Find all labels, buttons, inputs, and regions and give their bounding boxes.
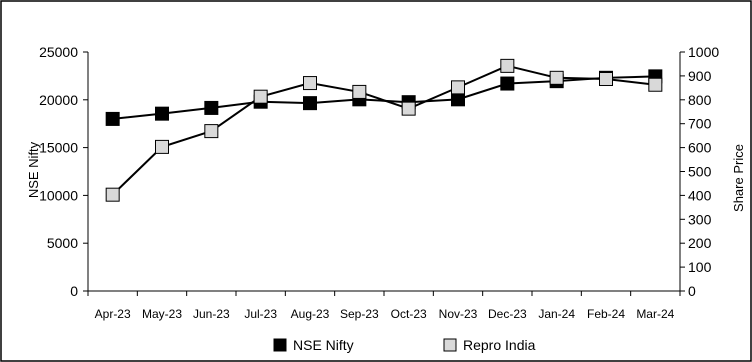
- x-tick-label: Jul-23: [244, 307, 277, 321]
- y-right-tick-label: 1000: [688, 44, 719, 60]
- legend-swatch-repro-india: [443, 338, 457, 352]
- data-point-nse-nifty: [500, 76, 515, 91]
- y-right-tick-label: 300: [688, 211, 712, 227]
- x-tick-label: Mar-24: [636, 307, 674, 321]
- data-point-nse-nifty: [155, 106, 169, 121]
- data-point-repro-india: [253, 89, 268, 104]
- data-point-nse-nifty: [451, 92, 465, 107]
- data-point-repro-india: [648, 77, 663, 92]
- series-line-repro-india: [111, 64, 656, 196]
- y-left-tick-label: 0: [70, 283, 78, 299]
- data-point-repro-india: [599, 72, 613, 87]
- x-tick-label: Apr-23: [95, 307, 131, 321]
- axes: [83, 51, 685, 296]
- x-tick-label: Sep-23: [340, 307, 379, 321]
- y-left-tick-label: 25000: [39, 44, 78, 60]
- x-tick-label: Jun-23: [193, 307, 230, 321]
- x-tick-label: May-23: [142, 307, 182, 321]
- data-point-repro-india: [451, 80, 465, 95]
- data-point-repro-india: [303, 76, 317, 91]
- y-left-tick-label: 5000: [47, 235, 78, 251]
- data-point-nse-nifty: [105, 111, 120, 126]
- legend-label-repro-india: Repro India: [463, 337, 536, 353]
- y-left-tick-label: 10000: [39, 187, 78, 203]
- data-point-nse-nifty: [204, 100, 219, 115]
- y-right-tick-label: 200: [688, 235, 712, 251]
- x-tick-label: Oct-23: [391, 307, 427, 321]
- y-right-tick-labels: 0 100 200 300 400 500 600 700 800 900 1000: [688, 44, 719, 299]
- data-point-repro-india: [401, 101, 416, 116]
- y-right-tick-label: 800: [688, 92, 712, 108]
- x-tick-label: Jan-24: [538, 307, 575, 321]
- data-point-repro-india: [155, 139, 169, 154]
- y-right-tick-label: 400: [688, 187, 712, 203]
- data-point-repro-india: [204, 124, 219, 139]
- data-point-repro-india: [549, 70, 564, 85]
- series-markers: [105, 58, 663, 202]
- y-right-tick-label: 500: [688, 164, 712, 180]
- y-right-axis-title: Share Price: [731, 144, 746, 212]
- x-tick-label: Aug-23: [291, 307, 330, 321]
- y-right-tick-label: 700: [688, 116, 712, 132]
- data-point-repro-india: [105, 187, 120, 202]
- y-left-tick-label: 15000: [39, 140, 78, 156]
- data-point-nse-nifty: [303, 96, 317, 111]
- legend-label-nse-nifty: NSE Nifty: [293, 337, 354, 353]
- x-tick-label: Nov-23: [439, 307, 478, 321]
- y-right-tick-label: 100: [688, 259, 712, 275]
- y-left-tick-labels: 0 5000 10000 15000 20000 25000: [39, 44, 78, 299]
- x-tick-label: Dec-23: [488, 307, 527, 321]
- y-right-tick-label: 900: [688, 68, 712, 84]
- series-lines: [111, 64, 656, 196]
- legend: NSE Nifty Repro India: [273, 337, 536, 353]
- y-left-axis-title: NSE Nifty: [26, 141, 41, 198]
- x-tick-labels: Apr-23 May-23 Jun-23 Jul-23 Aug-23 Sep-23 Oct-…: [95, 307, 675, 321]
- y-right-tick-label: 0: [688, 283, 696, 299]
- x-tick-label: Feb-24: [587, 307, 625, 321]
- legend-swatch-nse-nifty: [273, 338, 287, 352]
- y-right-tick-label: 600: [688, 140, 712, 156]
- data-point-repro-india: [352, 84, 367, 99]
- data-point-repro-india: [500, 58, 515, 73]
- y-left-tick-label: 20000: [39, 92, 78, 108]
